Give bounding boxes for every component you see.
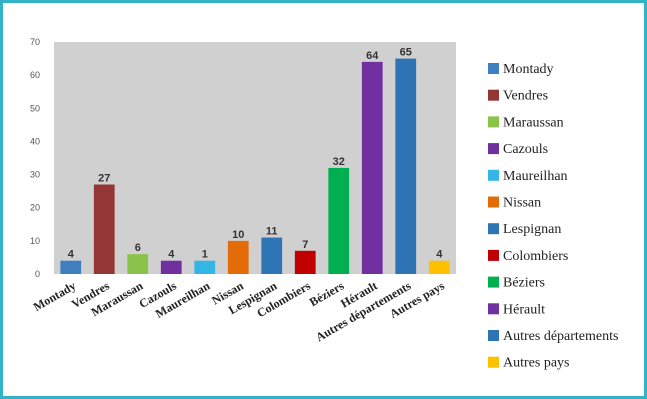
bar xyxy=(160,260,182,274)
data-label: 4 xyxy=(168,249,175,261)
legend-swatch xyxy=(488,223,499,235)
category-label: Montady xyxy=(31,278,78,313)
legend-label: Hérault xyxy=(503,302,545,317)
category-labels: MontadyVendresMaraussanCazoulsMaureilhan… xyxy=(31,278,447,344)
bar xyxy=(428,260,450,274)
bar xyxy=(328,167,350,274)
data-label: 32 xyxy=(333,156,345,168)
data-label: 10 xyxy=(232,229,244,241)
legend-swatch xyxy=(488,249,499,261)
y-tick-label: 50 xyxy=(30,103,40,113)
data-label: 7 xyxy=(302,239,308,251)
data-label: 4 xyxy=(68,249,75,261)
legend-label: Nissan xyxy=(503,196,541,211)
data-label: 4 xyxy=(436,249,443,261)
legend-swatch xyxy=(488,116,499,128)
y-tick-label: 70 xyxy=(30,37,40,47)
y-tick-label: 60 xyxy=(30,70,40,80)
legend-label: Montady xyxy=(503,62,554,77)
bar xyxy=(194,260,216,274)
data-label: 64 xyxy=(366,50,379,62)
bar xyxy=(395,58,417,275)
bar xyxy=(93,184,115,274)
legend-swatch xyxy=(488,356,499,368)
legend-label: Autres départements xyxy=(503,329,618,344)
legend-swatch xyxy=(488,63,499,74)
bar xyxy=(227,240,249,274)
y-tick-label: 0 xyxy=(35,269,40,279)
y-axis-ticks: 0 10 20 30 40 50 60 70 xyxy=(30,37,40,279)
data-label: 1 xyxy=(202,249,208,261)
data-label: 6 xyxy=(135,242,141,254)
bar xyxy=(60,260,82,274)
legend-swatch xyxy=(488,196,499,208)
plot-area xyxy=(54,42,456,274)
data-label: 65 xyxy=(400,47,412,59)
legend: Montady Vendres Maraussan Cazouls Maureilhan… xyxy=(488,62,618,371)
bar xyxy=(261,237,283,274)
legend-swatch xyxy=(488,143,499,155)
bars xyxy=(60,58,450,275)
y-tick-label: 40 xyxy=(30,136,40,146)
legend-swatch xyxy=(488,89,499,101)
y-tick-label: 10 xyxy=(30,236,40,246)
data-label: 11 xyxy=(266,226,278,238)
bar xyxy=(127,254,149,274)
legend-label: Maureilhan xyxy=(503,169,568,184)
data-label: 27 xyxy=(98,173,110,185)
legend-label: Cazouls xyxy=(503,142,548,157)
y-tick-label: 20 xyxy=(30,203,40,213)
legend-label: Béziers xyxy=(503,276,545,291)
legend-label: Vendres xyxy=(503,89,548,104)
legend-swatch xyxy=(488,303,499,315)
legend-swatch xyxy=(488,276,499,288)
legend-swatch xyxy=(488,330,499,341)
bar xyxy=(294,250,316,274)
bar xyxy=(361,61,383,275)
legend-label: Maraussan xyxy=(503,115,564,130)
legend-label: Lespignan xyxy=(503,222,561,237)
legend-label: Autres pays xyxy=(503,356,570,371)
y-tick-label: 30 xyxy=(30,170,40,180)
legend-swatch xyxy=(488,169,499,181)
legend-label: Colombiers xyxy=(503,249,568,264)
